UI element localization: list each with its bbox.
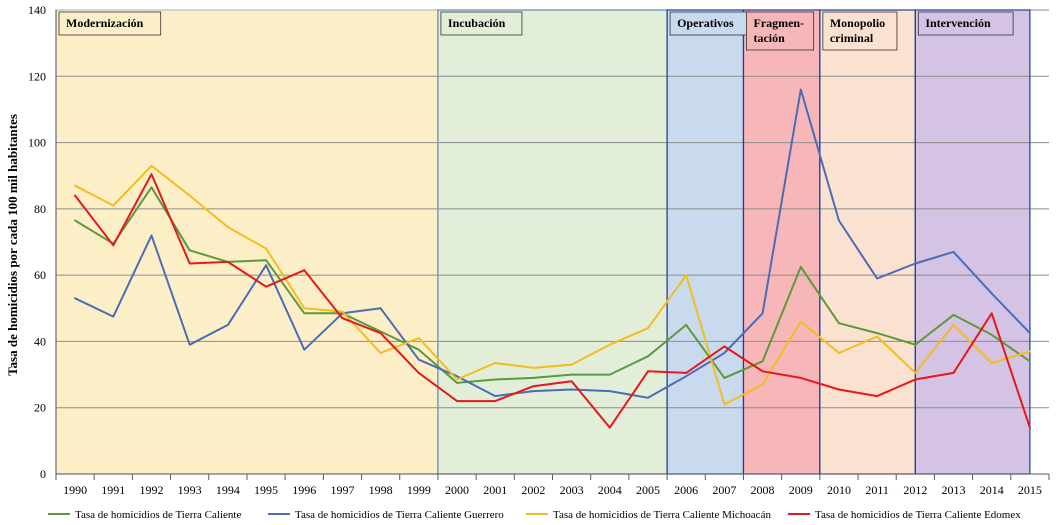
x-tick-label: 1993 — [178, 483, 202, 497]
phase-label: Modernización — [66, 16, 144, 30]
phase-label: Fragmen- — [753, 16, 804, 30]
legend-entry: Tasa de homicidios de Tierra Caliente — [75, 509, 241, 521]
phase-label: criminal — [830, 31, 874, 45]
y-axis-label: Tasa de homicidios por cada 100 mil habi… — [5, 114, 20, 376]
x-tick-label: 1991 — [101, 483, 125, 497]
series-line — [74, 173, 1031, 429]
series-line — [74, 186, 1031, 384]
phase-labels: Modernización Incubación Operativos Fragmen… — [58, 11, 1014, 51]
y-tick-label: 120 — [28, 69, 46, 83]
x-tick-label: 1994 — [216, 483, 240, 497]
phase-band — [743, 10, 820, 474]
y-tick-label: 0 — [40, 467, 46, 481]
phase-band — [56, 10, 438, 474]
phase-label: Operativos — [677, 16, 734, 30]
phase-label-box — [822, 11, 898, 51]
series-lines — [74, 88, 1031, 429]
x-tick-label: 2013 — [942, 483, 966, 497]
x-tick-label: 2001 — [483, 483, 507, 497]
x-tick-label: 1992 — [139, 483, 163, 497]
x-tick-label: 2007 — [712, 483, 736, 497]
x-tick-label: 1999 — [407, 483, 431, 497]
tick-labels: 0 20 40 60 80 100 120 140 1990 1991 1992 1993 1994 19… — [28, 3, 1042, 497]
phase-label-box — [917, 11, 1014, 36]
x-tick-label: 2000 — [445, 483, 469, 497]
x-tick-label: 2005 — [636, 483, 660, 497]
x-tick-label: 1996 — [292, 483, 316, 497]
phase-label: Intervención — [925, 16, 991, 30]
y-tick-label: 60 — [34, 268, 46, 282]
legend-entry: Tasa de homicidios de Tierra Caliente Gu… — [295, 509, 504, 521]
x-tick-label: 2011 — [865, 483, 889, 497]
phase-label-box — [746, 11, 815, 51]
legend: Tasa de homicidios de Tierra Caliente Tas… — [48, 509, 1021, 521]
x-tick-label: 2004 — [598, 483, 622, 497]
x-tick-label: 2014 — [980, 483, 1004, 497]
phase-band — [667, 10, 744, 474]
x-tick-label: 1995 — [254, 483, 278, 497]
axes — [55, 10, 1050, 480]
phase-backgrounds — [56, 10, 1030, 474]
x-tick-label: 1997 — [330, 483, 354, 497]
series-line — [74, 88, 1031, 399]
y-tick-label: 80 — [34, 202, 46, 216]
x-tick-label: 2012 — [903, 483, 927, 497]
y-tick-label: 40 — [34, 334, 46, 348]
phase-label-box — [58, 11, 162, 36]
phase-label: Monopolio — [830, 16, 885, 30]
legend-entry: Tasa de homicidios de Tierra Caliente Mi… — [553, 509, 771, 521]
x-tick-label: 2009 — [789, 483, 813, 497]
phase-band — [819, 10, 916, 474]
legend-entry: Tasa de homicidios de Tierra Caliente Ed… — [815, 509, 1021, 521]
phase-label-box — [440, 11, 523, 36]
phase-label: tación — [753, 31, 785, 45]
phase-band — [915, 10, 1030, 474]
phase-label: Incubación — [448, 16, 506, 30]
x-tick-label: 1990 — [63, 483, 87, 497]
y-tick-label: 100 — [28, 136, 46, 150]
y-tick-label: 140 — [28, 3, 46, 17]
x-tick-label: 2003 — [560, 483, 584, 497]
x-tick-label: 2008 — [751, 483, 775, 497]
x-tick-label: 2010 — [827, 483, 851, 497]
x-tick-label: 2006 — [674, 483, 698, 497]
x-tick-label: 2015 — [1018, 483, 1042, 497]
y-tick-label: 20 — [34, 401, 46, 415]
series-line — [74, 164, 1031, 406]
x-tick-label: 2002 — [521, 483, 545, 497]
x-tick-label: 1998 — [369, 483, 393, 497]
phase-band — [437, 10, 668, 474]
